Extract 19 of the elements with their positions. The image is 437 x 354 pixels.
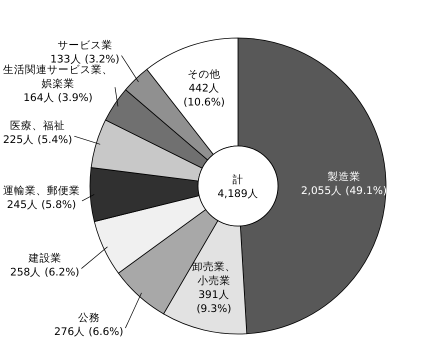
- data-label: 442人 (10.6%): [183, 82, 225, 109]
- text: 計: [232, 173, 244, 186]
- data-label: 2,055人 (49.1%): [300, 184, 387, 197]
- slice-label: その他: [188, 68, 221, 81]
- data-label: 225人 (5.4%): [3, 134, 72, 146]
- data-label: 245人 (5.8%): [6, 198, 76, 211]
- slice-label: 公務: [78, 312, 100, 324]
- data-label: 391人 (9.3%): [196, 289, 232, 316]
- data-label: 276人 (6.6%): [54, 326, 124, 338]
- slice-label: 建設業: [27, 252, 62, 265]
- data-label: 258人 (6.2%): [10, 266, 80, 279]
- slice-label: 生活関連サービス業、娯楽業: [3, 63, 113, 90]
- slice-label: サービス業: [57, 40, 112, 52]
- slice-label: 運輸業、郵便業: [3, 184, 80, 197]
- data-label: 164人 (3.9%): [23, 92, 93, 104]
- slice-label: 卸売業、小売業: [192, 260, 236, 288]
- slice-label: 製造業: [327, 170, 360, 183]
- text: 4,189人: [217, 188, 259, 200]
- slice-label: 医療、福祉: [10, 119, 66, 132]
